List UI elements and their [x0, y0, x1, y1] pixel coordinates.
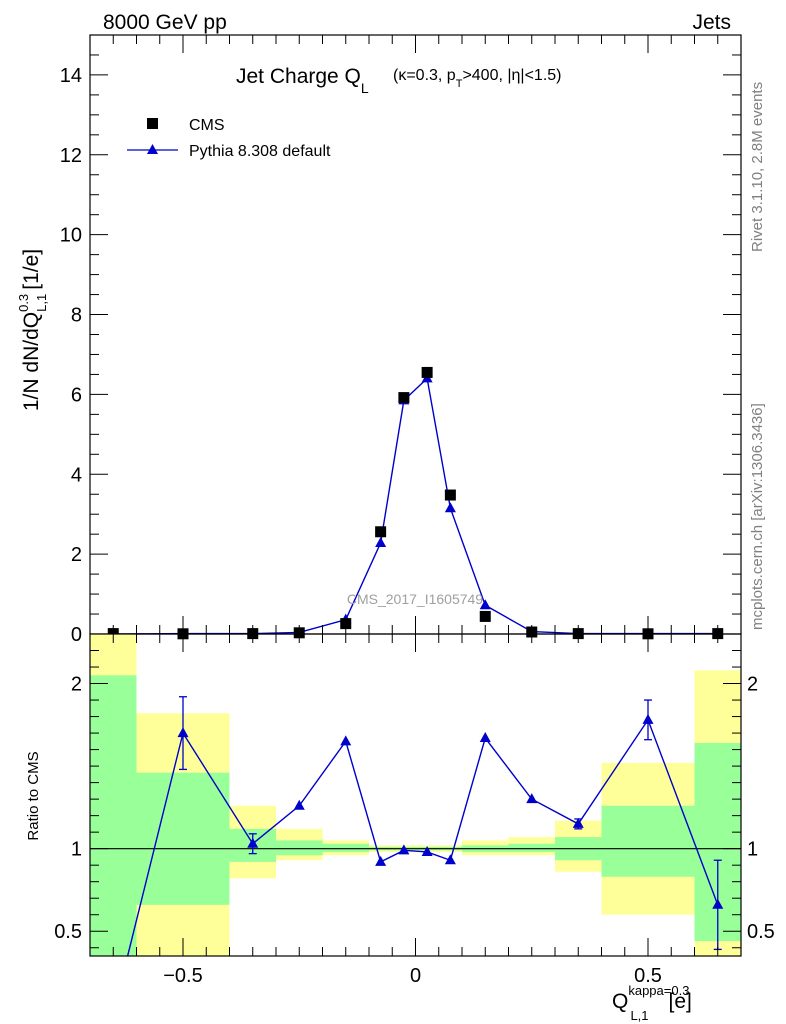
ratio-band-inner-12 — [601, 805, 695, 877]
main-cms-point-6 — [398, 392, 410, 404]
ratio-ytick-label-left-0: 0.5 — [54, 921, 82, 943]
xtick-label-2: 0.5 — [634, 965, 662, 987]
main-cms-point-4 — [340, 618, 352, 630]
header-right-label: Jets — [692, 11, 731, 34]
ratio-ytick-label-left-1: 1 — [71, 839, 82, 861]
main-pythia-point-9 — [479, 599, 491, 610]
ratio-point-7 — [421, 845, 433, 856]
ratio-point-2 — [247, 837, 259, 848]
ratio-axes: 0.5 0.5 1 1 2 2 −0.5 0 0.5 — [54, 633, 775, 987]
ratio-point-3 — [293, 799, 305, 810]
ratio-point-8 — [444, 854, 456, 865]
ratio-band-inner-3 — [276, 840, 323, 856]
plot-conditions: (κ=0.3, pT>400, |η|<1.5) — [393, 67, 562, 90]
xtick-label-0: −0.5 — [163, 965, 202, 987]
main-ytick-label-1: 2 — [71, 544, 82, 566]
main-ytick-label-2: 4 — [71, 464, 82, 486]
main-ytick-label-6: 12 — [60, 145, 82, 167]
main-cms-point-5 — [375, 526, 387, 538]
ratio-band-inner-4 — [322, 843, 369, 852]
ratio-band-inner-1 — [136, 772, 230, 905]
ratio-point-5 — [375, 855, 387, 866]
ratio-point-9 — [479, 732, 491, 743]
main-ytick-label-4: 8 — [71, 305, 82, 327]
legend-pythia-label: Pythia 8.308 default — [189, 143, 331, 160]
ratio-series-line — [126, 718, 719, 956]
ratio-band-inner-10 — [508, 843, 555, 852]
main-cms-point-7 — [421, 366, 433, 378]
main-ytick-label-7: 14 — [60, 65, 82, 87]
watermark-label: CMS_2017_I1605749 — [347, 591, 483, 607]
y-axis-ratio-label: Ratio to CMS — [25, 751, 42, 840]
ratio-point-11 — [572, 817, 584, 828]
ratio-point-10 — [526, 793, 538, 804]
ratio-point-6 — [398, 844, 410, 855]
main-pythia-point-5 — [375, 536, 387, 547]
x-axis-label: Qkappa=0.3 L,1[e] — [612, 983, 692, 1023]
main-ytick-label-5: 10 — [60, 225, 82, 247]
main-cms-point-8 — [444, 489, 456, 501]
plot-title: Jet Charge QL — [236, 65, 369, 96]
ratio-ytick-label-right-2: 2 — [747, 674, 758, 696]
main-pythia-point-8 — [444, 502, 456, 513]
ratio-ytick-label-right-1: 1 — [747, 839, 758, 861]
ratio-point-4 — [340, 735, 352, 746]
legend-cms-marker — [147, 118, 158, 129]
ratio-ytick-label-left-2: 2 — [71, 674, 82, 696]
ratio-panel — [90, 634, 741, 956]
xtick-label-1: 0 — [410, 965, 421, 987]
y-axis-main-label: 1/N dN/dQ0.3 L,1[1/e] — [16, 249, 49, 411]
rivet-label: Rivet 3.1.10, 2.8M events — [749, 82, 766, 252]
mcplots-label: mcplots.cern.ch [arXiv:1306.3436] — [749, 403, 766, 630]
main-axes: 0 2 4 6 8 10 12 14 — [60, 34, 742, 646]
legend-cms-label: CMS — [189, 117, 225, 134]
main-ytick-label-0: 0 — [71, 624, 82, 646]
ratio-ytick-label-right-0: 0.5 — [747, 921, 775, 943]
ratio-point-12 — [642, 713, 654, 724]
main-panel: Jet Charge QL (κ=0.3, pT>400, |η|<1.5) C… — [16, 65, 724, 640]
header-left-label: 8000 GeV pp — [103, 11, 227, 34]
legend-pythia-marker — [147, 144, 158, 154]
ratio-point-13 — [712, 898, 724, 909]
main-frame — [89, 34, 742, 635]
main-ytick-label-3: 6 — [71, 384, 82, 406]
main-cms-point-9 — [479, 610, 491, 622]
ratio-point-1 — [177, 727, 189, 738]
